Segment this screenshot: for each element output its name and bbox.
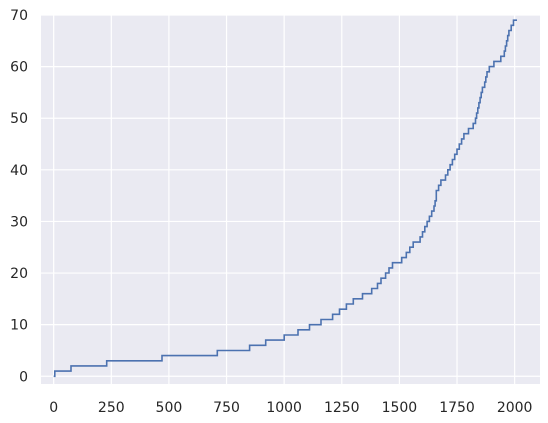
plot-area — [41, 15, 540, 384]
x-tick-label: 750 — [213, 400, 240, 416]
y-tick-label: 0 — [19, 369, 28, 385]
y-tick-label: 20 — [10, 266, 28, 282]
y-tick-label: 50 — [10, 111, 28, 127]
x-tick-label: 2000 — [497, 400, 533, 416]
grid-lines — [41, 14, 540, 384]
y-tick-label: 40 — [10, 163, 28, 179]
y-tick-label: 10 — [10, 318, 28, 334]
x-tick-label: 500 — [156, 400, 183, 416]
x-tick-label: 250 — [98, 400, 125, 416]
y-tick-label: 70 — [10, 8, 28, 24]
x-tick-label: 1000 — [266, 400, 302, 416]
x-tick-label: 1750 — [439, 400, 475, 416]
x-tick-label: 1250 — [324, 400, 360, 416]
y-axis: 0 10 20 30 40 50 60 70 — [10, 8, 28, 385]
y-tick-label: 60 — [10, 60, 28, 76]
x-tick-label: 0 — [49, 400, 58, 416]
series-group — [53, 19, 517, 378]
x-axis: 0 250 500 750 1000 1250 1500 1750 2000 — [49, 400, 532, 416]
y-tick-label: 30 — [10, 214, 28, 230]
x-tick-label: 1500 — [382, 400, 418, 416]
series-line — [53, 19, 517, 378]
